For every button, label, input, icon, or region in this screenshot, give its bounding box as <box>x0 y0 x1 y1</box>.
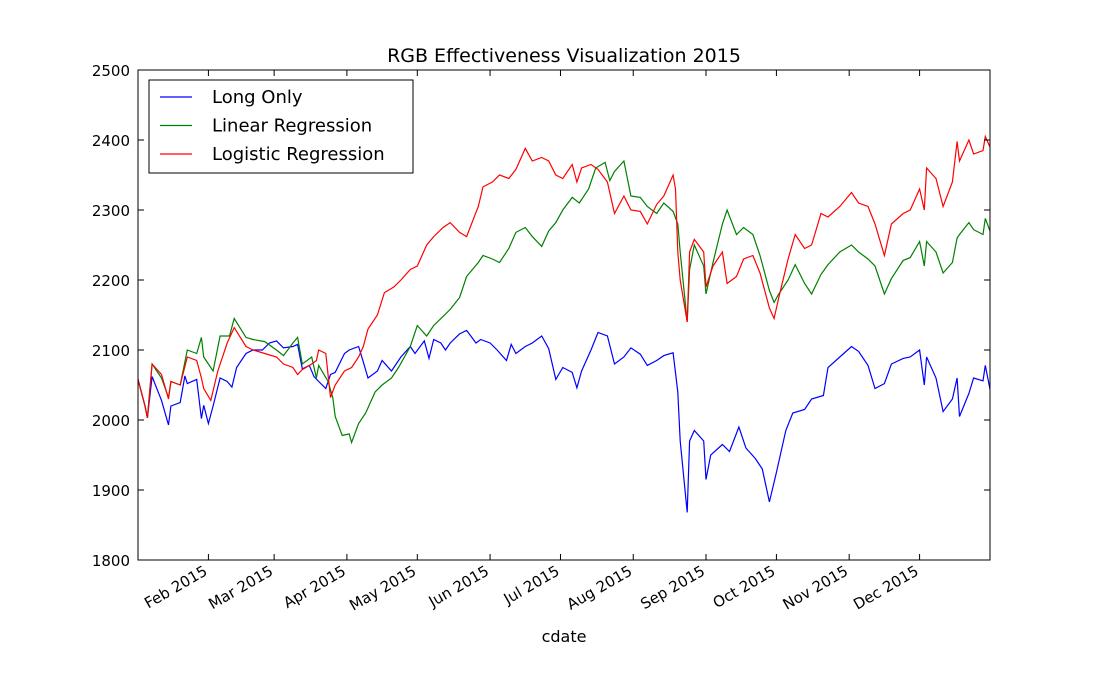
y-tick-label: 1800 <box>92 552 130 570</box>
y-tick-label: 2400 <box>92 132 130 150</box>
y-tick-label: 2100 <box>92 342 130 360</box>
y-tick-label: 2300 <box>92 202 130 220</box>
y-tick-label: 2500 <box>92 62 130 80</box>
chart-title: RGB Effectiveness Visualization 2015 <box>387 45 741 67</box>
series-line-2 <box>137 134 991 419</box>
y-tick-label: 2000 <box>92 412 130 430</box>
legend-box <box>148 79 414 174</box>
series-line-1 <box>137 159 991 445</box>
plot-content <box>137 134 991 513</box>
y-tick-label: 2200 <box>92 272 130 290</box>
legend-label-2: Logistic Regression <box>212 144 385 165</box>
x-axis-label: cdate <box>542 627 587 646</box>
legend: Long Only Linear Regression Logistic Regre… <box>148 79 414 174</box>
y-axis: 1800 1900 2000 2100 2200 2300 2400 2500 <box>92 62 990 570</box>
y-tick-label: 1900 <box>92 482 130 500</box>
legend-label-0: Long Only <box>212 87 303 108</box>
legend-label-1: Linear Regression <box>212 116 372 137</box>
series-line-0 <box>137 329 991 513</box>
plot-frame <box>137 69 991 561</box>
